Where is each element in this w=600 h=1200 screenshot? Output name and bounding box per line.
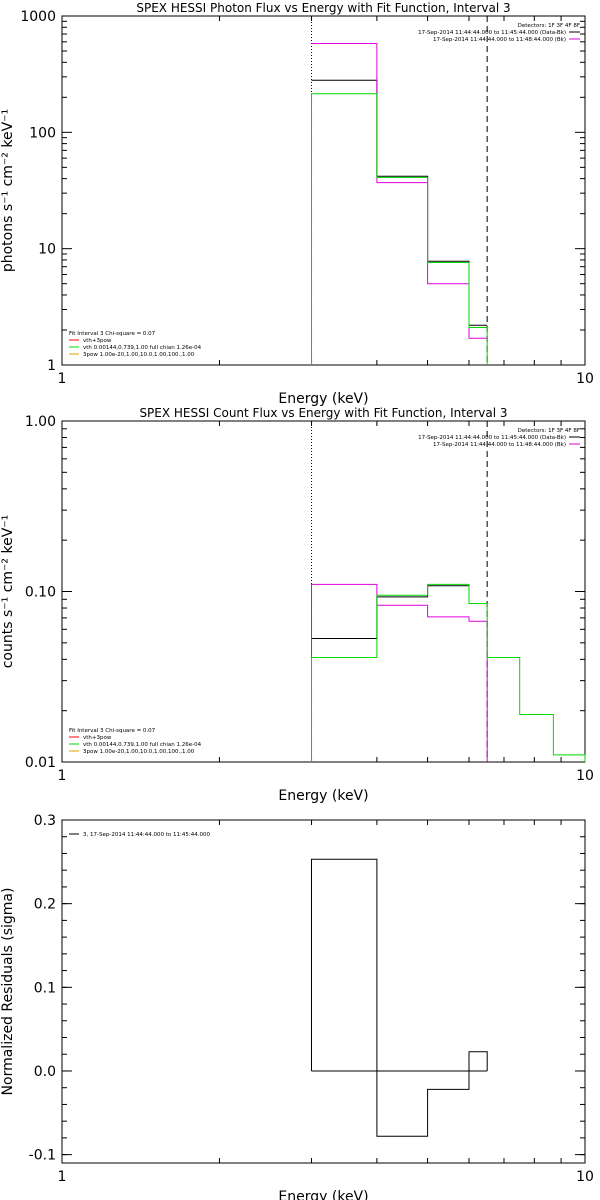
legend-header: Detectors: 1F 3F 4F 8F	[518, 428, 580, 434]
legend-entry: vth+3pow	[83, 735, 112, 741]
y-tick-label: 10	[38, 242, 56, 258]
legend-entry: 3, 17-Sep-2014 11:44:44.000 to 11:45:44.…	[83, 832, 210, 838]
series-1-histogram	[311, 79, 488, 326]
y-tick-label: 1	[47, 358, 56, 374]
y-tick-label: -0.1	[29, 1148, 56, 1164]
y-tick-label: 1.00	[25, 414, 56, 430]
y-axis-label: photons s⁻¹ cm⁻² keV⁻¹	[0, 109, 16, 272]
x-axis-label: Energy (keV)	[278, 391, 368, 407]
x-axis-label: Energy (keV)	[278, 1189, 368, 1200]
legend-header: Detectors: 1F 3F 4F 8F	[518, 23, 580, 29]
x-tick-label: 1	[58, 768, 67, 784]
y-tick-label: 100	[29, 125, 56, 141]
x-tick-label: 1	[58, 1169, 67, 1185]
series-3-histogram	[311, 583, 586, 762]
legend-entry: 17-Sep-2014 11:44:44.000 to 11:45:44.000…	[418, 30, 566, 36]
y-axis-label: Normalized Residuals (sigma)	[0, 888, 16, 1096]
legend-entry: vth 0.00144,0.739,1.00 full chian 1.26e-…	[83, 345, 202, 351]
plot-frame	[61, 15, 586, 366]
legend-header: Fit Interval 3 Chi-square = 0.07	[69, 728, 156, 734]
x-axis-label: Energy (keV)	[278, 788, 368, 804]
y-tick-label: 0.1	[34, 980, 56, 996]
chart-panel-3: 1 10 Energy (keV) -0.1 0.0 0.1 0.2 0.3 Normalize…	[0, 813, 594, 1200]
y-tick-label: 0.2	[34, 897, 56, 913]
series-1-histogram	[311, 858, 488, 1137]
y-tick-label: 0.01	[25, 755, 56, 771]
legend-entry: 17-Sep-2014 11:44:44.000 to 11:48:44.000…	[433, 37, 566, 43]
series-2-histogram	[311, 583, 488, 762]
y-tick-label: 0.3	[34, 813, 56, 829]
y-tick-label: 0.0	[34, 1064, 56, 1080]
x-tick-label: 1	[58, 371, 67, 387]
series-2-histogram	[311, 43, 488, 339]
x-tick-label: 10	[576, 1169, 594, 1185]
legend-header: Fit Interval 3 Chi-square = 0.07	[69, 331, 156, 337]
legend-entry: 3pow 1.00e-20,1.00,10.0,1.00,100.,1.00	[83, 352, 195, 358]
x-tick-label: 10	[576, 371, 594, 387]
series-1-histogram	[311, 585, 488, 639]
x-tick-label: 10	[576, 768, 594, 784]
chart-title: SPEX HESSI Count Flux vs Energy with Fit…	[139, 406, 507, 420]
chart-title: SPEX HESSI Photon Flux vs Energy with Fi…	[136, 1, 510, 15]
y-tick-label: 0.10	[25, 585, 56, 601]
legend-entry: vth 0.00144,0.739,1.00 full chian 1.26e-…	[83, 742, 202, 748]
y-axis-label: counts s⁻¹ cm⁻² keV⁻¹	[0, 515, 16, 669]
legend-entry: 17-Sep-2014 11:44:44.000 to 11:45:44.000…	[418, 435, 566, 441]
chart-panel-1: SPEX HESSI Photon Flux vs Energy with Fi…	[0, 1, 594, 407]
legend-entry: vth+3pow	[83, 338, 112, 344]
series-3-histogram	[311, 93, 488, 365]
plot-frame	[61, 420, 586, 763]
legend-entry: 17-Sep-2014 11:44:44.000 to 11:48:44.000…	[433, 442, 566, 448]
legend-entry: 3pow 1.00e-20,1.00,10.0,1.00,100.,1.00	[83, 749, 195, 755]
chart-panel-2: SPEX HESSI Count Flux vs Energy with Fit…	[0, 406, 594, 804]
y-tick-label: 1000	[20, 9, 56, 25]
plot-frame	[61, 819, 586, 1164]
